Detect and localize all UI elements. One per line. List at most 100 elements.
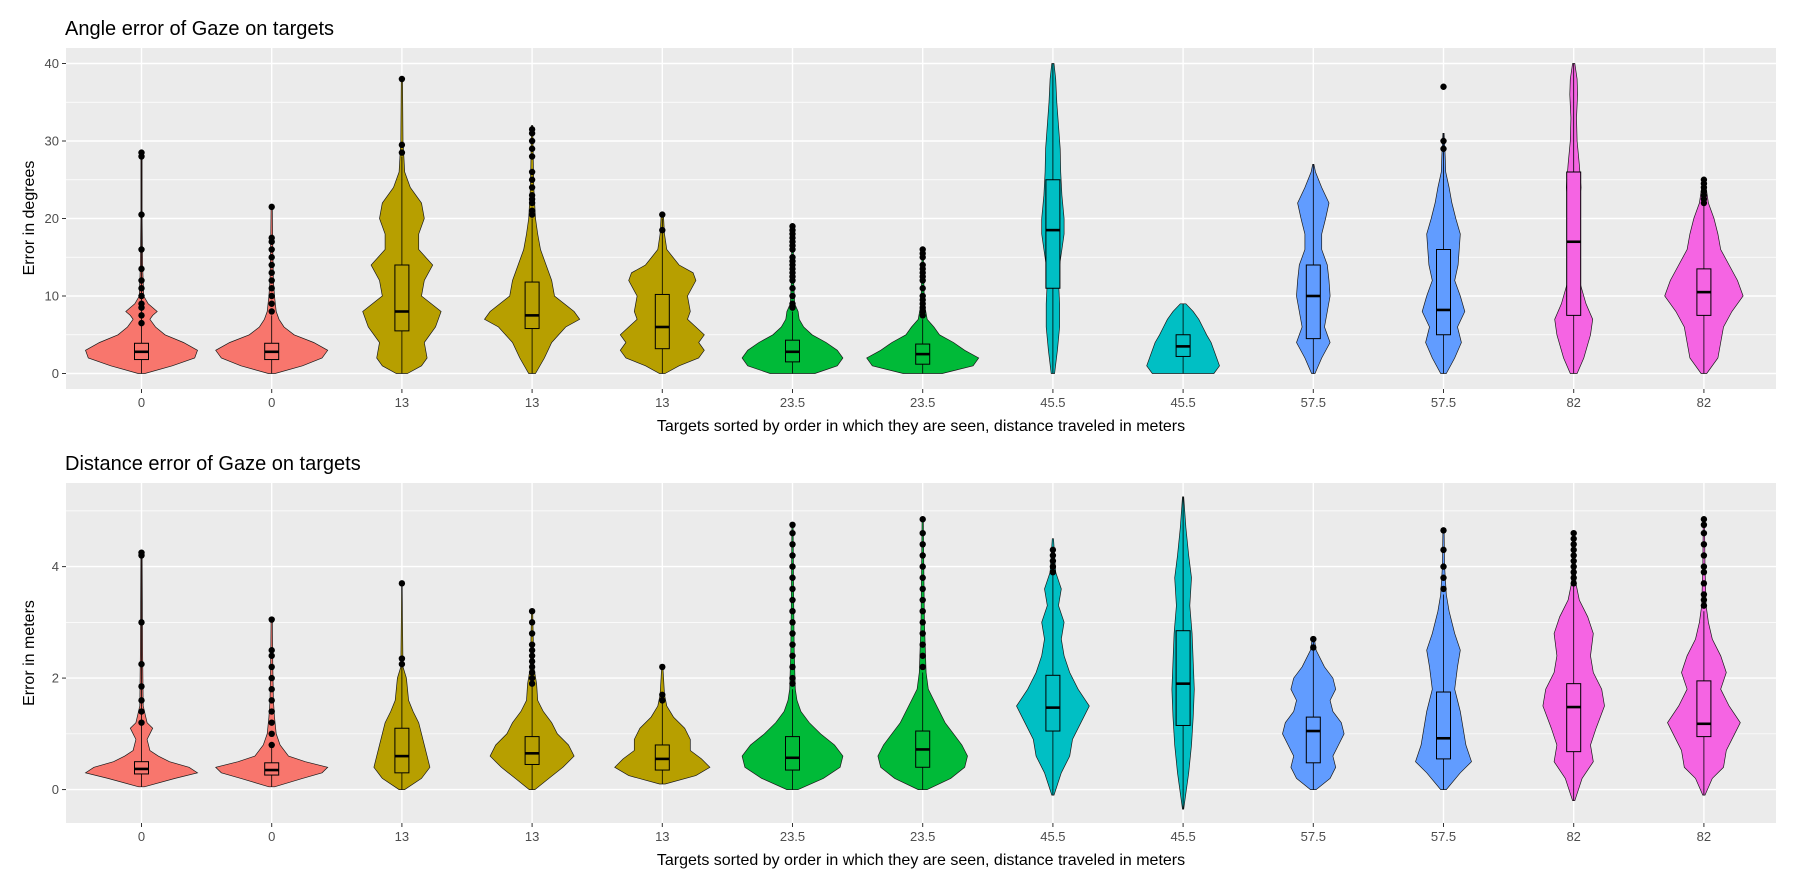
x-tick-label: 57.5 [1301, 829, 1326, 844]
x-tick-label: 82 [1566, 395, 1580, 410]
outlier-point [268, 730, 275, 738]
x-tick-label: 0 [268, 395, 275, 410]
outlier-point [1049, 563, 1057, 570]
x-tick-label: 0 [138, 395, 145, 410]
violin-group-82 [1554, 63, 1594, 374]
outlier-point [919, 574, 926, 581]
outlier-point [1700, 521, 1708, 529]
outlier-point [138, 549, 145, 556]
outlier-point [1440, 585, 1447, 593]
y-tick-label: 0 [52, 782, 59, 797]
outlier-point [268, 203, 275, 211]
outlier-point [1570, 546, 1577, 554]
outlier-point [528, 680, 536, 687]
x-tick-label: 23.5 [780, 395, 805, 410]
outlier-point [1570, 580, 1577, 587]
y-tick-labels: 0 2 4 [52, 559, 66, 797]
x-tick-label: 57.5 [1431, 829, 1456, 844]
x-tick-label: 23.5 [910, 395, 935, 410]
outlier-point [919, 552, 926, 559]
y-tick-label: 40 [45, 56, 59, 71]
outlier-point [789, 285, 796, 292]
y-axis-label: Error in degrees [21, 161, 38, 276]
violin-group-23.5 [866, 246, 980, 374]
outlier-point [138, 312, 145, 319]
outlier-point [1700, 591, 1708, 598]
outlier-point [528, 192, 536, 199]
outlier-point [1440, 527, 1447, 534]
outlier-point [398, 75, 406, 83]
outlier-point [268, 741, 275, 749]
outlier-point [268, 285, 275, 292]
outlier-point [1700, 596, 1708, 604]
iqr-box [524, 281, 540, 330]
x-tick-label: 13 [525, 395, 539, 410]
iqr-box [1045, 674, 1061, 732]
outlier-point [1700, 552, 1708, 559]
x-axis-label: Targets sorted by order in which they ar… [657, 852, 1185, 869]
violin-group-23.5 [741, 223, 844, 374]
x-tick-label: 82 [1697, 395, 1711, 410]
violin-group-45.5 [1171, 496, 1195, 810]
violin-group-13 [614, 663, 711, 785]
y-tick-label: 2 [52, 671, 59, 686]
outlier-point [528, 663, 536, 671]
chart-title: Distance error of Gaze on targets [65, 453, 361, 475]
outlier-point [138, 292, 145, 300]
iqr-box [1305, 264, 1321, 340]
violin-marks [84, 496, 1741, 810]
outlier-point [268, 652, 275, 659]
outlier-point [138, 719, 145, 726]
x-tick-label: 82 [1566, 829, 1580, 844]
x-tick-label: 23.5 [780, 829, 805, 844]
y-axis-label: Error in meters [21, 600, 38, 706]
iqr-box [524, 736, 540, 765]
violin-group-0 [85, 149, 198, 374]
outlier-point [528, 658, 536, 665]
outlier-point [1570, 563, 1577, 570]
outlier-point [398, 655, 406, 662]
outlier-point [789, 680, 796, 687]
iqr-box [1305, 716, 1321, 764]
outlier-point [1049, 546, 1057, 554]
outlier-point [919, 292, 926, 300]
y-tick-label: 30 [45, 134, 59, 149]
outlier-point [789, 292, 796, 300]
outlier-point [659, 226, 666, 234]
outlier-point [528, 619, 536, 626]
outlier-point [268, 308, 275, 315]
outlier-point [268, 292, 275, 300]
outlier-point [138, 300, 145, 307]
violin-group-13 [483, 125, 581, 374]
violin-group-0 [215, 616, 329, 788]
outlier-point [919, 596, 926, 604]
outlier-point [919, 529, 926, 537]
x-tick-label: 45.5 [1170, 395, 1195, 410]
outlier-point [1700, 516, 1708, 523]
outlier-point [528, 641, 536, 648]
outlier-point [528, 137, 536, 145]
outlier-point [528, 176, 536, 183]
y-tick-label: 10 [45, 289, 59, 304]
outlier-point [528, 647, 536, 654]
iqr-box [785, 736, 800, 771]
outlier-point [789, 529, 796, 537]
outlier-point [1049, 552, 1057, 559]
outlier-point [1049, 568, 1057, 576]
outlier-point [268, 647, 275, 654]
outlier-point [789, 552, 796, 559]
outlier-point [528, 153, 536, 160]
outlier-point [659, 663, 666, 671]
x-tick-labels: 0 0 13 13 13 23.5 23.5 45.5 45.5 57.5 57.5 82 82 [138, 389, 1711, 410]
violin-group-82 [1664, 176, 1744, 374]
outlier-point [268, 686, 275, 693]
violin-group-13 [373, 580, 431, 790]
outlier-point [138, 211, 145, 218]
iqr-box [1045, 179, 1061, 289]
violin-group-82 [1667, 516, 1741, 796]
outlier-point [919, 541, 926, 548]
x-tick-label: 13 [395, 395, 409, 410]
outlier-point [789, 585, 796, 593]
